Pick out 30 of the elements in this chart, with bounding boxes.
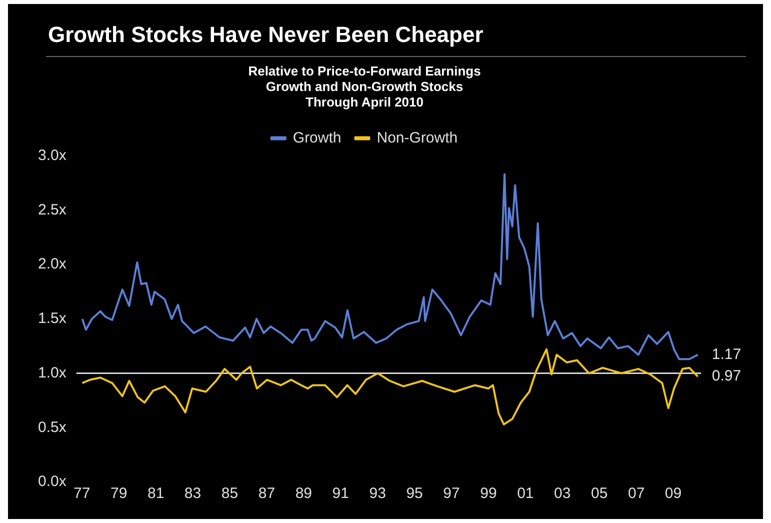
x-tick-label: 99 <box>480 485 497 502</box>
x-tick-label: 91 <box>332 485 349 502</box>
x-tick-label: 07 <box>628 485 645 502</box>
x-tick-label: 87 <box>258 485 276 502</box>
chart-subtitle: Relative to Price-to-Forward Earnings Growth and Non-Growth Stocks Through April 2010 <box>248 63 481 110</box>
x-tick-label: 95 <box>406 485 423 502</box>
x-tick-label: 97 <box>443 485 460 502</box>
y-tick-label: 0.0x <box>38 473 67 490</box>
x-tick-label: 79 <box>110 485 128 502</box>
x-tick-label: 81 <box>147 485 164 502</box>
legend-label: Non-Growth <box>376 129 458 146</box>
y-tick-label: 3.0x <box>38 146 67 164</box>
annotation: 1.17 <box>712 346 742 363</box>
x-tick-label: 83 <box>184 485 202 502</box>
annotation: 0.97 <box>712 368 742 385</box>
y-tick-label: 2.0x <box>38 256 67 273</box>
y-tick-label: 1.5x <box>38 310 67 328</box>
x-tick-label: 03 <box>554 485 571 502</box>
x-tick-label: 09 <box>664 485 682 502</box>
x-tick-label: 89 <box>295 485 312 502</box>
x-tick-label: 93 <box>369 485 386 502</box>
x-tick-label: 01 <box>517 485 534 502</box>
y-tick-label: 1.0x <box>38 364 67 382</box>
y-tick-label: 0.5x <box>38 418 67 436</box>
x-tick-label: 05 <box>591 485 608 502</box>
chart-title: Growth Stocks Have Never Been Cheaper <box>48 22 484 48</box>
x-tick-label: 77 <box>74 485 90 502</box>
x-tick-label: 85 <box>221 485 238 502</box>
legend-label: Growth <box>292 129 342 146</box>
y-tick-label: 2.5x <box>38 201 67 218</box>
